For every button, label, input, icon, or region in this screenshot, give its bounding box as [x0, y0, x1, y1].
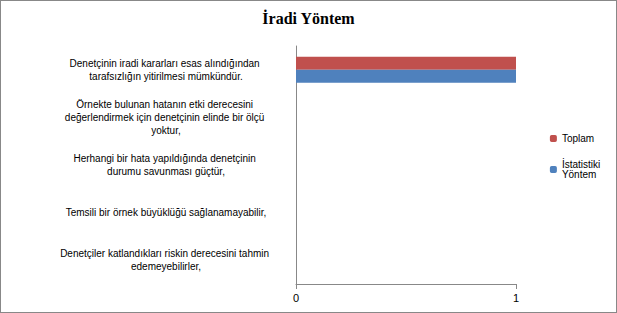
- svg-text:edemeyebilirler,: edemeyebilirler,: [131, 261, 201, 272]
- svg-text:Denetçiler katlandıkları riski: Denetçiler katlandıkları riskin derecesi…: [60, 248, 272, 259]
- svg-text:Temsili bir örnek büyüklüğü sa: Temsili bir örnek büyüklüğü sağlanamayab…: [66, 207, 267, 218]
- svg-text:değerlendirmek için denetçinin: değerlendirmek için denetçinin elinde bi…: [65, 112, 267, 123]
- svg-text:İstatistiki: İstatistiki: [561, 159, 603, 170]
- svg-text:Denetçinin iradi kararları esa: Denetçinin iradi kararları esas alındığı…: [70, 58, 263, 69]
- svg-text:Örnekte bulunan hatanın etki d: Örnekte bulunan hatanın etki derecesini: [76, 99, 256, 110]
- svg-text:tarafsızlığın yitirilmesi mümk: tarafsızlığın yitirilmesi mümkündür.: [89, 71, 242, 82]
- svg-text:0: 0: [293, 292, 299, 304]
- svg-text:1: 1: [513, 292, 519, 304]
- svg-text:yoktur,: yoktur,: [151, 125, 180, 136]
- svg-text:Herhangi bir hata yapıldığında: Herhangi bir hata yapıldığında denetçini…: [73, 153, 258, 164]
- svg-text:durumu savunması güçtür,: durumu savunması güçtür,: [107, 166, 225, 177]
- svg-text:Toplam: Toplam: [562, 133, 594, 144]
- svg-text:İradi Yöntem: İradi Yöntem: [262, 9, 355, 27]
- svg-text:Yöntem: Yöntem: [562, 169, 596, 180]
